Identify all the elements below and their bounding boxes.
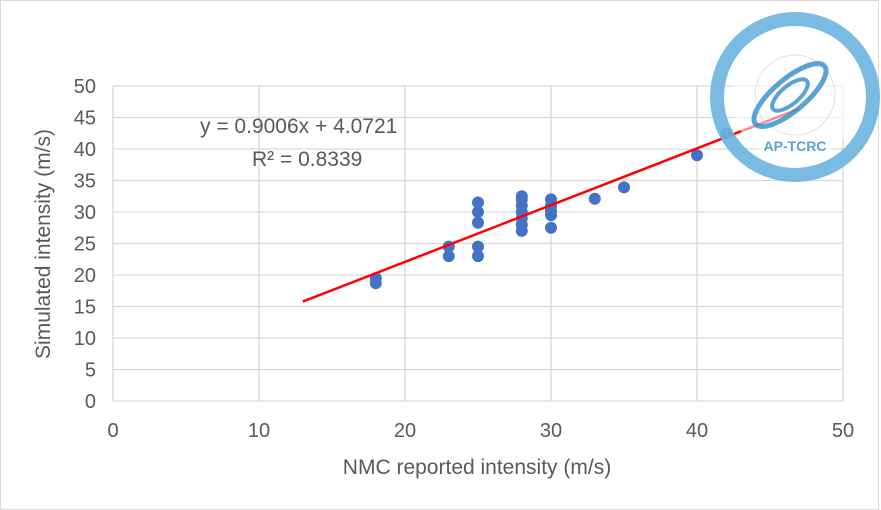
trendline [302, 107, 800, 303]
y-tick-label: 5 [85, 360, 96, 382]
x-tick-label: 30 [540, 420, 562, 442]
x-axis-label: NMC reported intensity (m/s) [343, 456, 611, 479]
ap-tcrc-logo: AP-TCRC [710, 12, 880, 182]
y-axis-label: Simulated intensity (m/s) [32, 129, 55, 359]
y-tick-label: 35 [74, 171, 96, 193]
y-tick-label: 25 [74, 234, 96, 256]
data-point [442, 250, 455, 263]
data-point [545, 221, 557, 234]
x-tick-label: 20 [394, 420, 416, 442]
y-tick-label: 45 [74, 108, 96, 130]
data-point [472, 196, 484, 209]
data-point [588, 192, 601, 205]
data-point [472, 206, 484, 218]
trendline-equation: y = 0.9006x + 4.0721 [200, 115, 397, 138]
data-point [472, 250, 484, 263]
x-tick-label: 40 [686, 420, 708, 442]
y-tick-label: 30 [74, 202, 96, 224]
data-point [545, 193, 557, 206]
data-point [472, 216, 484, 229]
logo-abbr: AP-TCRC [764, 138, 827, 154]
y-tick-label: 10 [74, 328, 96, 350]
r-squared-label: R² = 0.8339 [252, 148, 362, 171]
data-point [515, 190, 528, 203]
x-tick-label: 50 [832, 420, 854, 442]
y-tick-label: 15 [74, 297, 96, 319]
y-tick-label: 0 [85, 391, 96, 413]
x-tick-label: 0 [107, 420, 118, 442]
y-tick-label: 20 [74, 265, 96, 287]
data-point [691, 149, 703, 162]
y-tick-label: 40 [74, 139, 96, 161]
y-tick-label: 50 [74, 76, 96, 98]
data-point [618, 181, 630, 194]
x-tick-label: 10 [248, 420, 270, 442]
data-point [472, 240, 484, 253]
